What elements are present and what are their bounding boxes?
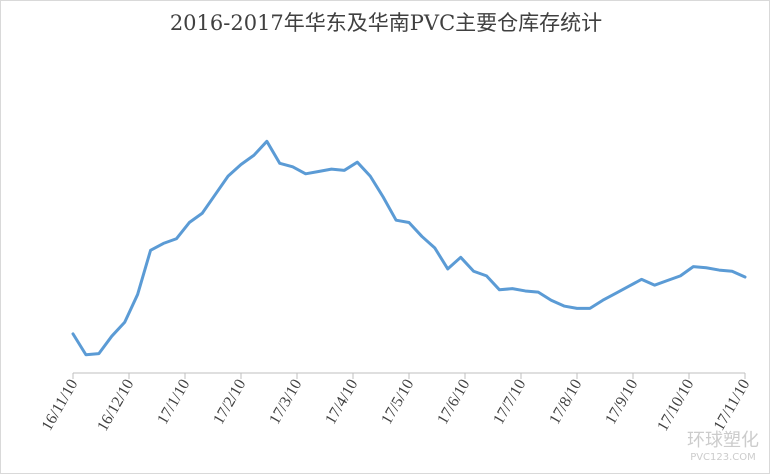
- watermark-text: 环球塑化: [687, 430, 759, 451]
- watermark-logo: 环球塑化 PVC123.COM: [687, 426, 759, 463]
- x-tick-label: 17/3/10: [266, 377, 305, 428]
- x-tick-label: 17/7/10: [490, 377, 529, 428]
- x-tick-label: 17/8/10: [546, 377, 585, 428]
- x-tick-label: 17/1/10: [154, 377, 193, 428]
- chart-title: 2016-2017年华东及华南PVC主要仓库存统计: [169, 11, 603, 35]
- x-tick-label: 17/4/10: [322, 377, 361, 428]
- x-tick-label: 17/9/10: [602, 377, 641, 428]
- series-line: [71, 139, 747, 357]
- x-tick-label: 16/11/10: [39, 377, 82, 434]
- watermark-url: PVC123.COM: [690, 452, 756, 463]
- x-tick-label: 17/2/10: [210, 377, 249, 428]
- x-tick-label: 17/5/10: [378, 377, 417, 428]
- x-tick-label: 16/12/10: [94, 377, 137, 435]
- x-tick-label: 17/6/10: [434, 377, 473, 428]
